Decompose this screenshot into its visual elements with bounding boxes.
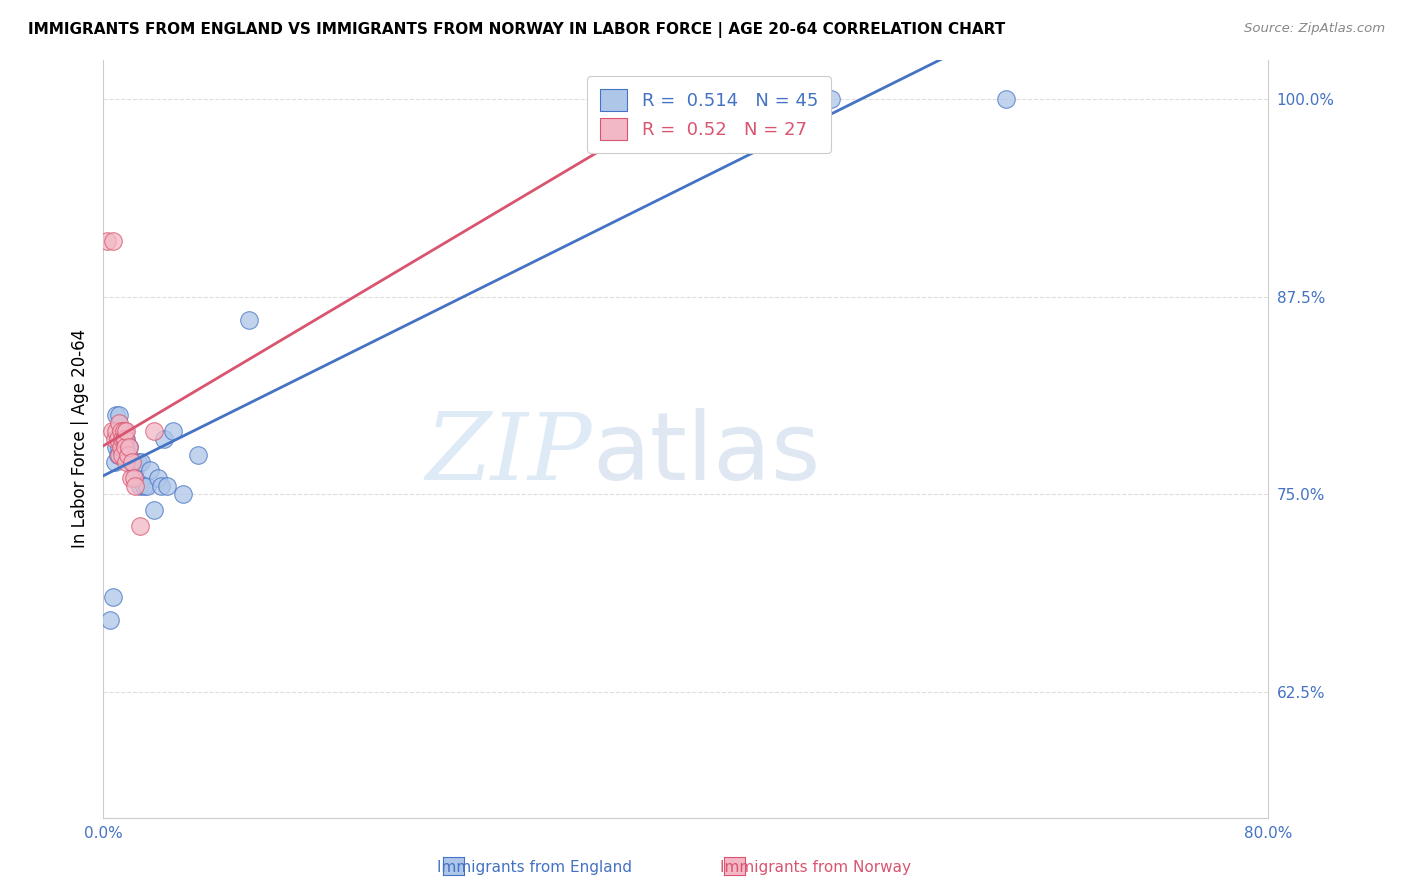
Point <box>110 432 132 446</box>
Point <box>111 424 134 438</box>
Text: ZIP: ZIP <box>426 409 592 499</box>
Point <box>112 432 135 446</box>
Point <box>110 424 132 438</box>
Y-axis label: In Labor Force | Age 20-64: In Labor Force | Age 20-64 <box>72 329 89 549</box>
Point <box>105 440 128 454</box>
Point <box>121 455 143 469</box>
Point <box>112 448 135 462</box>
Point <box>100 614 122 628</box>
Point <box>127 455 149 469</box>
Point <box>115 432 138 446</box>
Point <box>156 479 179 493</box>
Text: IMMIGRANTS FROM ENGLAND VS IMMIGRANTS FROM NORWAY IN LABOR FORCE | AGE 20-64 COR: IMMIGRANTS FROM ENGLAND VS IMMIGRANTS FR… <box>28 22 1005 38</box>
Point <box>107 432 129 446</box>
Point <box>111 440 134 454</box>
Point <box>103 590 125 604</box>
Point <box>114 432 136 446</box>
Point <box>110 440 132 454</box>
Point <box>172 487 194 501</box>
Point <box>135 479 157 493</box>
Point <box>107 432 129 446</box>
Point <box>112 424 135 438</box>
Point <box>115 448 138 462</box>
Point <box>117 448 139 462</box>
Point <box>108 416 131 430</box>
Point <box>122 471 145 485</box>
Point <box>820 92 842 106</box>
Point <box>153 432 176 446</box>
Point <box>112 432 135 446</box>
Point <box>122 455 145 469</box>
Point <box>150 479 173 493</box>
Point <box>108 448 131 462</box>
Point <box>105 408 128 422</box>
Point <box>114 440 136 454</box>
Text: atlas: atlas <box>592 408 821 500</box>
Text: Immigrants from England: Immigrants from England <box>437 861 631 875</box>
Point <box>111 448 134 462</box>
Point <box>110 424 132 438</box>
Point <box>104 432 127 446</box>
Text: Immigrants from Norway: Immigrants from Norway <box>720 861 911 875</box>
Point <box>103 235 125 249</box>
Text: Source: ZipAtlas.com: Source: ZipAtlas.com <box>1244 22 1385 36</box>
Point <box>118 440 141 454</box>
Point <box>101 424 124 438</box>
Point <box>117 440 139 454</box>
Point <box>120 471 142 485</box>
Point <box>108 440 131 454</box>
Point <box>114 440 136 454</box>
Point <box>121 455 143 469</box>
Point <box>129 455 152 469</box>
Point <box>115 424 138 438</box>
Point <box>148 471 170 485</box>
Point <box>143 503 166 517</box>
Point <box>128 518 150 533</box>
Point <box>111 432 134 446</box>
Point <box>124 479 146 493</box>
Point <box>120 455 142 469</box>
Point <box>143 424 166 438</box>
Point <box>187 448 209 462</box>
Point <box>104 455 127 469</box>
Point <box>162 424 184 438</box>
Point <box>132 479 155 493</box>
Point <box>124 463 146 477</box>
Point <box>114 424 136 438</box>
Point <box>115 455 138 469</box>
Point <box>139 463 162 477</box>
Point <box>128 479 150 493</box>
Point <box>995 92 1018 106</box>
Point <box>645 92 668 106</box>
Point <box>238 313 260 327</box>
Point <box>107 448 129 462</box>
Point <box>105 424 128 438</box>
Point <box>645 92 668 106</box>
Point <box>111 432 134 446</box>
Point <box>118 440 141 454</box>
Point <box>108 408 131 422</box>
Point <box>96 235 118 249</box>
Point <box>117 448 139 462</box>
Legend: R =  0.514   N = 45, R =  0.52   N = 27: R = 0.514 N = 45, R = 0.52 N = 27 <box>588 76 831 153</box>
